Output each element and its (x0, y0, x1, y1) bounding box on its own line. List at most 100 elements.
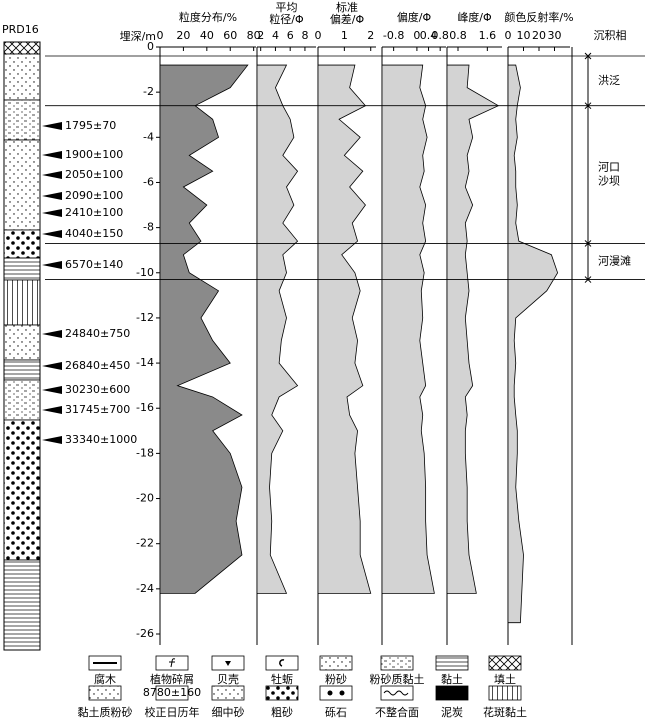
facies-tick (584, 276, 592, 283)
x-tick-label: 1.6 (479, 29, 497, 42)
legend-glyph (327, 690, 333, 696)
legend-glyph (383, 690, 409, 696)
age-marker (42, 122, 62, 130)
panel-title: 偏差/Φ (330, 12, 365, 26)
age-label: 4040±150 (65, 227, 123, 240)
age-marker (42, 362, 62, 370)
legend-symbol (155, 685, 189, 701)
core-name: PRD16 (2, 23, 39, 36)
age-label: 6570±140 (65, 258, 123, 271)
age-label: 2410±100 (65, 206, 123, 219)
profile-area (446, 64, 500, 594)
profile-area (256, 64, 299, 594)
x-tick-label: 40 (200, 29, 214, 42)
x-tick-label: 0.8 (449, 29, 467, 42)
age-marker (42, 171, 62, 179)
legend-label: 腐木 (94, 672, 116, 686)
y-tick-label: -14 (136, 356, 154, 369)
legend-symbol (435, 685, 469, 701)
age-marker (42, 192, 62, 200)
panel-title: 偏度/Φ (397, 10, 432, 24)
legend-sample: 8780±160 (143, 686, 201, 699)
facies-tick (584, 240, 592, 247)
age-label: 2050±100 (65, 168, 123, 181)
y-tick-label: -2 (143, 85, 154, 98)
x-tick-label: 0 (505, 29, 512, 42)
legend-symbol (488, 685, 522, 701)
core-layer (3, 99, 41, 141)
legend-label: 粗砂 (271, 706, 293, 719)
legend-symbol (380, 685, 414, 701)
age-marker (42, 151, 62, 159)
age-marker (42, 330, 62, 338)
core-layer (3, 41, 41, 55)
legend-symbol (265, 685, 299, 701)
x-tick-label: 1 (341, 29, 348, 42)
y-tick-label: -12 (136, 311, 154, 324)
legend-label: 粉砂质黏土 (370, 672, 425, 686)
legend-symbol (435, 655, 469, 671)
x-tick-label: 20 (176, 29, 190, 42)
x-tick-label: 0 (413, 29, 420, 42)
legend-label: 不整合面 (375, 705, 419, 719)
legend-glyph (169, 658, 176, 668)
facies-tick (584, 52, 592, 60)
age-marker (42, 436, 62, 444)
x-tick-label: 6 (287, 29, 294, 42)
age-label: 33340±1000 (65, 433, 137, 446)
legend-label: 校正日历年 (145, 705, 200, 719)
x-tick-label: 0.8 (431, 29, 449, 42)
y-tick-label: -24 (136, 582, 154, 595)
age-marker (42, 230, 62, 238)
facies-label: 沙坝 (598, 174, 620, 188)
age-marker (42, 209, 62, 217)
facies-label: 河口 (598, 161, 620, 174)
x-tick-label: 80 (247, 29, 261, 42)
x-tick-label: 60 (223, 29, 237, 42)
depth-axis-label: 埋深/m (120, 30, 156, 43)
core-layer (3, 559, 41, 651)
legend-symbol (380, 655, 414, 671)
y-tick-label: -6 (143, 175, 154, 188)
x-tick-label: 2 (367, 29, 374, 42)
age-label: 26840±450 (65, 359, 130, 372)
age-marker (42, 406, 62, 414)
facies-label: 洪泛 (598, 73, 620, 87)
core-layer (3, 279, 41, 326)
y-tick-label: -8 (143, 221, 154, 234)
age-label: 24840±750 (65, 327, 130, 340)
legend-symbol (265, 655, 299, 671)
profile-area (381, 64, 435, 594)
age-marker (42, 261, 62, 269)
legend-label: 粉砂 (325, 673, 347, 686)
x-tick-label: 20 (532, 29, 546, 42)
legend-glyph (339, 690, 345, 696)
legend-label: 花斑黏土 (483, 705, 527, 719)
facies-title: 沉积相 (594, 29, 627, 42)
core-layer (3, 359, 41, 381)
legend-label: 砾石 (325, 706, 347, 719)
x-tick-label: 4 (272, 29, 279, 42)
age-label: 30230±600 (65, 383, 130, 396)
legend-label: 植物碎屑 (150, 672, 194, 686)
y-tick-label: -4 (143, 130, 154, 143)
facies-label: 河漫滩 (598, 253, 631, 267)
x-tick-label: 0 (315, 29, 322, 42)
legend-symbol (319, 655, 353, 671)
panel-title: 标准 (336, 0, 358, 14)
core-layer (3, 53, 41, 101)
panel-title: 平均 (276, 1, 298, 14)
core-column: PRD16 (2, 23, 39, 36)
core-outline (3, 41, 41, 651)
legend-glyph (279, 659, 285, 667)
y-tick-label: -26 (136, 627, 154, 640)
profile-area (317, 64, 372, 594)
age-marker (42, 386, 62, 394)
panel-title: 峰度/Φ (457, 10, 492, 24)
legend-label: 贝壳 (217, 672, 239, 686)
y-tick-label: -18 (136, 446, 154, 459)
legend-label: 填土 (494, 672, 516, 686)
legend-label: 牡蛎 (271, 672, 293, 686)
y-tick-label: -22 (136, 537, 154, 550)
